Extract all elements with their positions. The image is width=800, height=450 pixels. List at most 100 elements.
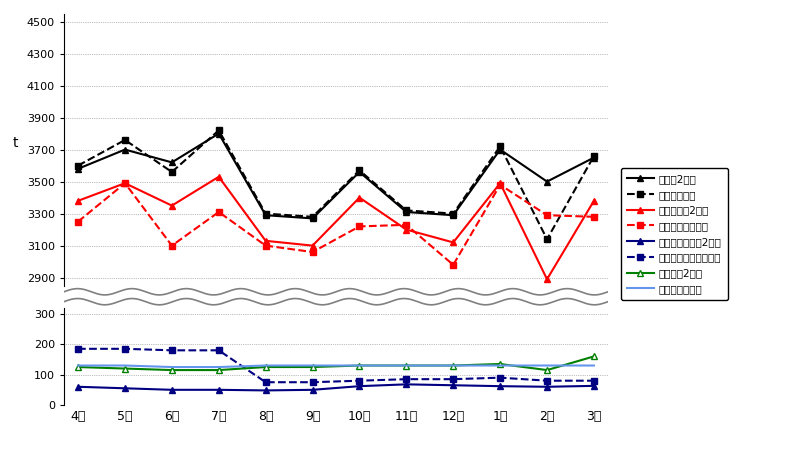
- Polygon shape: [64, 288, 608, 305]
- 合計量元年度: [542, 237, 552, 242]
- 合計量2年度: [449, 212, 458, 218]
- 燃やさないごみ2年度: [402, 382, 411, 387]
- 粗大ごみ元年度: [449, 363, 458, 368]
- 燃やすごみ元年度: [261, 243, 270, 248]
- Line: 燃やすごみ元年度: 燃やすごみ元年度: [74, 180, 598, 268]
- 燃やさないごみ2年度: [74, 384, 83, 390]
- 燃やすごみ2年度: [167, 203, 177, 208]
- Line: 粗大ごみ元年度: 粗大ごみ元年度: [78, 365, 594, 367]
- 燃やすごみ2年度: [542, 277, 552, 282]
- 燃やすごみ2年度: [449, 240, 458, 245]
- 燃やさないごみ2年度: [261, 388, 270, 393]
- 燃やすごみ元年度: [74, 219, 83, 224]
- 粗大ごみ元年度: [402, 363, 411, 368]
- 合計量元年度: [449, 211, 458, 216]
- 合計量元年度: [589, 153, 598, 159]
- 合計量2年度: [589, 155, 598, 160]
- 粗大ごみ2年度: [214, 367, 223, 373]
- 合計量元年度: [214, 128, 223, 133]
- 燃やさないごみ2年度: [214, 387, 223, 392]
- 合計量元年度: [261, 211, 270, 216]
- 粗大ごみ2年度: [120, 366, 130, 371]
- 合計量元年度: [120, 137, 130, 143]
- 合計量2年度: [354, 169, 364, 175]
- 燃やさないごみ元年度: [261, 379, 270, 385]
- 粗大ごみ元年度: [354, 363, 364, 368]
- 燃やさないごみ2年度: [354, 383, 364, 389]
- 燃やさないごみ元年度: [308, 379, 318, 385]
- 燃やさないごみ元年度: [167, 348, 177, 353]
- Line: 燃やすごみ2年度: 燃やすごみ2年度: [74, 173, 598, 283]
- 燃やさないごみ2年度: [542, 384, 552, 390]
- 合計量元年度: [74, 163, 83, 168]
- 粗大ごみ2年度: [542, 367, 552, 373]
- 燃やさないごみ元年度: [214, 348, 223, 353]
- 燃やすごみ元年度: [449, 262, 458, 268]
- 燃やすごみ2年度: [495, 180, 505, 186]
- 合計量元年度: [167, 169, 177, 175]
- 燃やすごみ2年度: [214, 174, 223, 180]
- 合計量元年度: [495, 144, 505, 149]
- 粗大ごみ2年度: [495, 361, 505, 367]
- 燃やすごみ2年度: [74, 198, 83, 203]
- 粗大ごみ元年度: [261, 363, 270, 368]
- 燃やすごみ元年度: [120, 180, 130, 186]
- 粗大ごみ2年度: [402, 363, 411, 368]
- Line: 粗大ごみ2年度: 粗大ごみ2年度: [74, 353, 598, 374]
- 燃やすごみ元年度: [214, 209, 223, 215]
- 燃やさないごみ元年度: [354, 378, 364, 383]
- 粗大ごみ元年度: [214, 364, 223, 370]
- 燃やすごみ2年度: [261, 238, 270, 243]
- 合計量2年度: [495, 147, 505, 152]
- 燃やさないごみ元年度: [120, 346, 130, 351]
- 燃やすごみ2年度: [589, 198, 598, 203]
- 合計量2年度: [214, 131, 223, 136]
- 燃やすごみ元年度: [167, 243, 177, 248]
- 燃やさないごみ元年度: [495, 375, 505, 380]
- 燃やさないごみ2年度: [120, 386, 130, 391]
- 燃やすごみ元年度: [308, 249, 318, 255]
- 合計量2年度: [74, 166, 83, 171]
- 合計量元年度: [308, 214, 318, 220]
- 合計量2年度: [167, 160, 177, 165]
- 燃やすごみ元年度: [542, 212, 552, 218]
- 燃やさないごみ元年度: [589, 378, 598, 383]
- 燃やさないごみ元年度: [449, 377, 458, 382]
- 燃やすごみ2年度: [308, 243, 318, 248]
- 燃やさないごみ2年度: [495, 383, 505, 389]
- 合計量2年度: [261, 212, 270, 218]
- 粗大ごみ元年度: [167, 364, 177, 370]
- 粗大ごみ2年度: [74, 364, 83, 370]
- 粗大ごみ2年度: [261, 364, 270, 370]
- 粗大ごみ2年度: [167, 367, 177, 373]
- 燃やさないごみ2年度: [167, 387, 177, 392]
- 燃やさないごみ2年度: [589, 383, 598, 388]
- Line: 燃やさないごみ2年度: 燃やさないごみ2年度: [74, 381, 598, 394]
- Line: 燃やさないごみ元年度: 燃やさないごみ元年度: [74, 345, 598, 386]
- 合計量2年度: [542, 179, 552, 184]
- 粗大ごみ元年度: [495, 363, 505, 368]
- 粗大ごみ元年度: [542, 363, 552, 368]
- 合計量2年度: [308, 216, 318, 221]
- 燃やすごみ元年度: [354, 224, 364, 229]
- 粗大ごみ元年度: [308, 363, 318, 368]
- 粗大ごみ2年度: [449, 363, 458, 368]
- 燃やさないごみ2年度: [449, 382, 458, 388]
- 合計量2年度: [120, 147, 130, 152]
- 粗大ごみ2年度: [308, 364, 318, 370]
- 燃やすごみ2年度: [354, 195, 364, 200]
- 燃やさないごみ元年度: [402, 377, 411, 382]
- 粗大ごみ2年度: [354, 363, 364, 368]
- Line: 合計量2年度: 合計量2年度: [74, 130, 598, 222]
- 燃やさないごみ2年度: [308, 387, 318, 392]
- 粗大ごみ元年度: [120, 363, 130, 368]
- 燃やすごみ2年度: [402, 227, 411, 232]
- 粗大ごみ元年度: [74, 363, 83, 368]
- 燃やすごみ元年度: [589, 214, 598, 220]
- 燃やすごみ2年度: [120, 180, 130, 186]
- Y-axis label: t: t: [13, 135, 18, 149]
- 燃やさないごみ元年度: [74, 346, 83, 351]
- 粗大ごみ元年度: [589, 363, 598, 368]
- Line: 合計量元年度: 合計量元年度: [74, 127, 598, 243]
- 合計量2年度: [402, 209, 411, 215]
